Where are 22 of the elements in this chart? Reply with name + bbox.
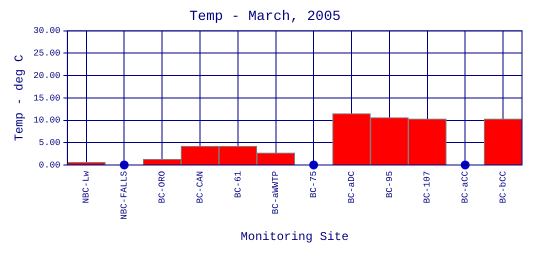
x-axis-title: Monitoring Site	[240, 230, 349, 244]
y-tick-label: 20.00	[33, 70, 60, 81]
x-tick-label: BC-ORO	[158, 170, 168, 204]
y-tick-label: 15.00	[33, 93, 60, 104]
x-tick-label: NBC-Lw	[82, 170, 92, 204]
x-tick-label: BC-aDC	[346, 170, 357, 204]
y-tick-label: 0.00	[38, 160, 60, 170]
y-tick-label: 5.00	[38, 138, 60, 148]
x-tick-label: BC-CAN	[195, 170, 206, 204]
x-tick-label: BC-75	[309, 170, 320, 198]
y-tick-label: 25.00	[33, 48, 60, 59]
y-tick-label: 30.00	[33, 26, 60, 36]
x-tick-label: BC-95	[384, 170, 395, 198]
x-tick-label: BC-aWWTP	[271, 170, 282, 214]
x-tick-label: BC-107	[422, 170, 433, 204]
y-tick-label: 10.00	[33, 116, 60, 126]
chart-title: Temp - March, 2005	[189, 9, 341, 26]
y-axis-title: Temp - deg C	[12, 54, 26, 142]
x-tick-label: NBC-FALLS	[120, 170, 130, 220]
x-tick-label: BC-61	[233, 170, 244, 198]
x-tick-label: BC-bCC	[498, 170, 508, 204]
x-tick-label: BC-aCC	[460, 170, 471, 204]
